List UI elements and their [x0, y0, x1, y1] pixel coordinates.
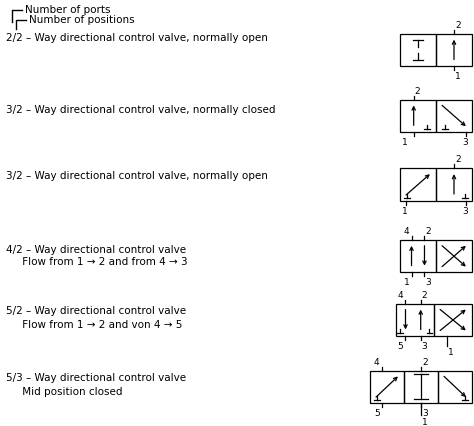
Text: 2: 2 [415, 86, 420, 95]
Text: 3: 3 [422, 408, 428, 417]
Text: Number of ports: Number of ports [25, 5, 110, 15]
Bar [436, 101, 472, 133]
Bar [396, 304, 434, 337]
Bar [400, 101, 436, 133]
Text: Flow from 1 → 2 and von 4 → 5: Flow from 1 → 2 and von 4 → 5 [6, 319, 182, 329]
Text: 1: 1 [403, 278, 409, 287]
Text: 3: 3 [422, 341, 428, 350]
Text: 1: 1 [402, 138, 408, 147]
Text: Mid position closed: Mid position closed [6, 386, 122, 396]
Text: 2: 2 [455, 21, 461, 30]
Bar [436, 35, 472, 67]
Text: 1: 1 [422, 417, 428, 426]
Text: 5: 5 [398, 341, 403, 350]
Text: 3/2 – Way directional control valve, normally open: 3/2 – Way directional control valve, nor… [6, 170, 268, 180]
Text: 4: 4 [403, 227, 409, 236]
Text: 2: 2 [422, 290, 428, 299]
Text: 3: 3 [462, 206, 468, 215]
Text: 2/2 – Way directional control valve, normally open: 2/2 – Way directional control valve, nor… [6, 33, 268, 43]
Text: 5/2 – Way directional control valve: 5/2 – Way directional control valve [6, 305, 186, 315]
Bar [434, 304, 472, 337]
Text: 4/2 – Way directional control valve: 4/2 – Way directional control valve [6, 245, 186, 255]
Text: 1: 1 [402, 206, 408, 215]
Text: 2: 2 [455, 155, 461, 164]
Text: 3: 3 [426, 278, 431, 287]
Bar [400, 35, 436, 67]
Text: Flow from 1 → 2 and from 4 → 3: Flow from 1 → 2 and from 4 → 3 [6, 256, 188, 267]
Text: Number of positions: Number of positions [29, 14, 135, 25]
Text: 1: 1 [455, 72, 461, 81]
Text: 2: 2 [426, 227, 431, 236]
Text: 4: 4 [398, 290, 403, 299]
Bar [436, 240, 472, 273]
Text: 1: 1 [448, 347, 454, 356]
Bar [400, 240, 436, 273]
Bar [436, 169, 472, 201]
Text: 3/2 – Way directional control valve, normally closed: 3/2 – Way directional control valve, nor… [6, 105, 275, 115]
Text: 2: 2 [422, 357, 428, 366]
Bar [400, 169, 436, 201]
Text: 5/3 – Way directional control valve: 5/3 – Way directional control valve [6, 372, 186, 382]
Bar [438, 371, 472, 403]
Text: 5: 5 [374, 408, 380, 417]
Text: 3: 3 [462, 138, 468, 147]
Bar [370, 371, 404, 403]
Text: 4: 4 [374, 357, 380, 366]
Bar [404, 371, 438, 403]
